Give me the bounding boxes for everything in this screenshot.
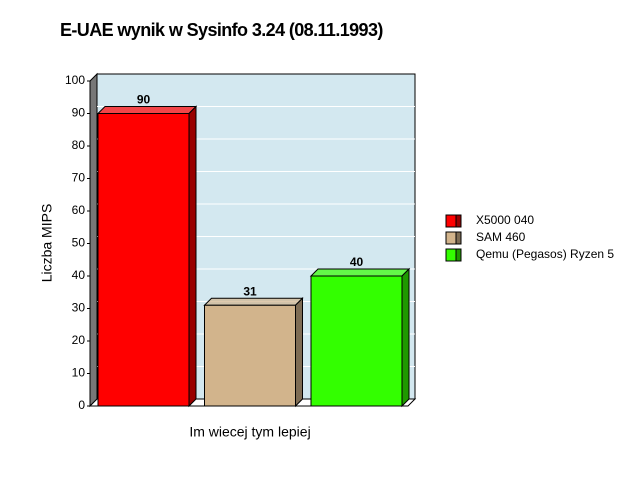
y-tick-label: 100: [65, 73, 85, 87]
y-tick-label: 30: [72, 301, 86, 315]
y-tick-label: 80: [72, 138, 86, 152]
y-tick-label: 60: [72, 203, 86, 217]
x-axis-title: Im wiecej tym lepiej: [189, 424, 310, 440]
y-tick-label: 70: [72, 171, 86, 185]
bar-side: [295, 297, 303, 408]
chart-title: E-UAE wynik w Sysinfo 3.24 (08.11.1993): [60, 20, 383, 40]
legend-swatch-side: [455, 248, 462, 262]
bar-top: [96, 106, 198, 114]
side-wall: [89, 72, 98, 408]
y-tick-label: 40: [72, 268, 86, 282]
y-tick-label: 90: [72, 106, 86, 120]
y-axis-title: Liczba MIPS: [39, 204, 55, 283]
bar-top: [309, 268, 411, 277]
bar: [310, 275, 403, 407]
y-tick-label: 50: [72, 236, 86, 250]
y-tick-label: 10: [72, 366, 86, 380]
y-tick-label: 20: [72, 333, 86, 347]
y-tick-label: 0: [78, 398, 85, 412]
bar-side: [188, 105, 197, 408]
bar-side: [401, 267, 410, 408]
legend-label: SAM 460: [476, 230, 526, 244]
legend-swatch-side: [455, 214, 462, 228]
value-label: 40: [350, 255, 364, 269]
value-label: 90: [137, 93, 151, 107]
value-label: 31: [243, 284, 257, 298]
bar: [204, 304, 296, 407]
legend-label: X5000 040: [476, 213, 534, 227]
bar: [97, 113, 190, 407]
legend-label: Qemu (Pegasos) Ryzen 5: [476, 247, 614, 261]
legend-swatch-side: [455, 231, 462, 245]
bar-top: [203, 297, 304, 306]
